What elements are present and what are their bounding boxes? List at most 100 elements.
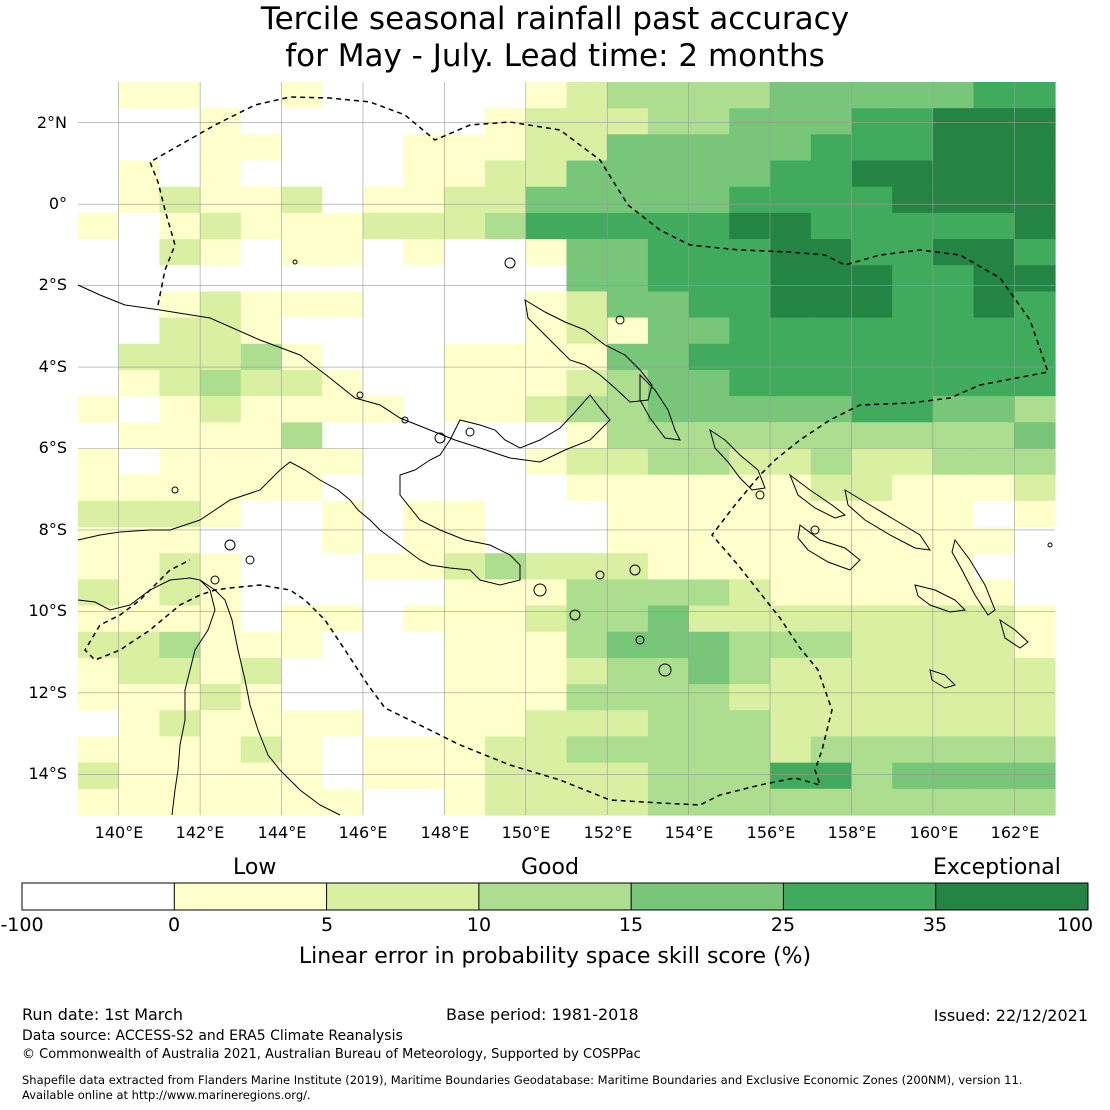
skill-cell [485, 291, 527, 319]
skill-cell [566, 422, 608, 450]
skill-cell [770, 134, 812, 162]
skill-cell [810, 291, 853, 319]
skill-cell [647, 684, 690, 711]
skill-cell [647, 108, 690, 135]
skill-cell [240, 212, 283, 240]
skill-cell [932, 422, 975, 450]
skill-cell [78, 396, 120, 423]
skill-cell [647, 605, 690, 633]
skill-cell [281, 474, 323, 502]
skill-cell [159, 448, 201, 476]
skill-cell [240, 788, 283, 816]
skill-cell [729, 343, 771, 371]
skill-cell [444, 422, 486, 450]
lon-label-140e: 140°E [94, 823, 144, 842]
skill-cell [78, 788, 120, 816]
skill-cell [973, 788, 1015, 816]
skill-cell [647, 186, 690, 214]
skill-cell [851, 265, 893, 293]
skill-cell [200, 527, 242, 554]
skill-cell [851, 291, 893, 319]
skill-cell [118, 82, 161, 109]
skill-cell [892, 710, 934, 738]
skill-cell [485, 657, 527, 685]
skill-cell [647, 474, 690, 502]
skill-cell [322, 605, 364, 633]
skill-cell [932, 448, 975, 476]
skill-cell [444, 291, 486, 319]
skill-cell [851, 631, 893, 659]
skill-cell [118, 343, 161, 371]
skill-cell [851, 579, 893, 607]
skill-cell [525, 474, 568, 502]
skill-cell [566, 788, 608, 816]
skill-cell [485, 160, 527, 188]
skill-cell [647, 762, 690, 790]
skill-cell [78, 684, 120, 711]
map-title-line-2: for May - July. Lead time: 2 months [285, 38, 825, 74]
skill-cell [810, 553, 853, 580]
skill-cell [240, 527, 283, 554]
skill-cell [525, 265, 568, 293]
skill-cell [444, 369, 486, 397]
skill-cell [932, 736, 975, 764]
new-ireland-coastline [639, 373, 681, 441]
skill-cell [200, 553, 242, 580]
skill-cell [1014, 553, 1056, 580]
skill-cell [78, 82, 120, 109]
skill-cell [525, 579, 568, 607]
skill-cell [322, 736, 364, 764]
skill-cell [485, 684, 527, 711]
skill-cell [810, 788, 853, 816]
skill-cell [973, 291, 1015, 319]
skill-cell [525, 396, 568, 423]
skill-cell [688, 448, 730, 476]
skill-cell [118, 736, 161, 764]
lon-label-148e: 148°E [420, 823, 470, 842]
base-period: Base period: 1981-2018 [446, 1005, 639, 1024]
skill-cell [688, 186, 730, 214]
skill-cell [322, 474, 364, 502]
skill-cell [1014, 657, 1056, 685]
skill-cell [281, 186, 323, 214]
skill-cell [647, 788, 690, 816]
skill-cell [566, 474, 608, 502]
skill-cell [444, 160, 486, 188]
skill-cell [444, 631, 486, 659]
skill-cell [607, 448, 649, 476]
skill-cell [281, 710, 323, 738]
skill-cell [932, 317, 975, 345]
skill-cell [485, 265, 527, 293]
lon-label-154e: 154°E [664, 823, 714, 842]
skill-cell [485, 422, 527, 450]
skill-cell [932, 134, 975, 162]
skill-cell [729, 134, 771, 162]
skill-cell [607, 265, 649, 293]
skill-cell [200, 631, 242, 659]
colorbar-tick-minus100: -100 [0, 914, 44, 936]
skill-cell [200, 317, 242, 345]
skill-cell [932, 710, 975, 738]
skill-cell [851, 396, 893, 423]
skill-cell [118, 788, 161, 816]
skill-cell [566, 108, 608, 135]
skill-cell [281, 553, 323, 580]
skill-cell [810, 239, 853, 266]
skill-cell [525, 657, 568, 685]
colorbar-tick-10: 10 [466, 914, 492, 936]
skill-cell [973, 500, 1015, 528]
skill-cell [688, 657, 730, 685]
skill-cell [566, 657, 608, 685]
skill-cell [851, 736, 893, 764]
skill-cell [566, 684, 608, 711]
skill-cell [78, 317, 120, 345]
skill-cell [892, 657, 934, 685]
skill-cell [973, 239, 1015, 266]
skill-cell [892, 474, 934, 502]
skill-cell [322, 160, 364, 188]
lat-label-4s: 4°S [38, 357, 67, 376]
skill-cell [647, 291, 690, 319]
skill-cell [200, 500, 242, 528]
skill-cell [770, 186, 812, 214]
